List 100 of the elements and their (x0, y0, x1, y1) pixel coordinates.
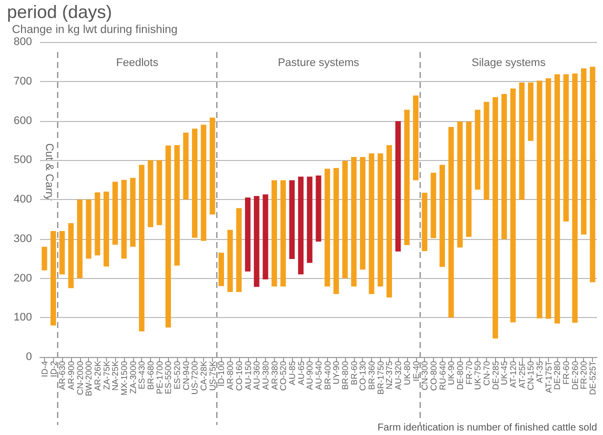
bar (404, 110, 410, 246)
y-tick-label: 400 (14, 194, 32, 206)
x-tick-label: CA-28K (198, 360, 209, 391)
x-tick-label: AU-540 (314, 360, 324, 390)
annotation: Pasture systems (278, 57, 360, 69)
bar (42, 246, 48, 270)
bar (333, 168, 339, 294)
bar (289, 180, 295, 259)
x-tick-label: US-75K (207, 360, 218, 391)
x-tick-label: UY-90 (331, 360, 342, 384)
x-tick-label: DE-800 (454, 360, 465, 390)
y-tick-label: 100 (14, 312, 32, 324)
bar (200, 124, 206, 241)
x-tick-label: ZA-3000 (128, 360, 138, 394)
x-tick-label: DE-525T (588, 361, 598, 396)
bar (280, 180, 286, 287)
y-tick-label: 300 (14, 232, 32, 245)
x-tick-label: AR-630 (57, 360, 68, 390)
x-tick-label: FR-70 (464, 360, 474, 385)
x-tick-label: AT-120 (508, 360, 518, 388)
bar (130, 178, 136, 247)
bar (245, 198, 251, 272)
x-tick-label: IE-40 (410, 360, 421, 382)
bar (395, 121, 401, 252)
x-tick-label: BR-60 (348, 360, 359, 386)
bar (50, 231, 56, 326)
x-tick-label: MX-1500 (118, 360, 129, 396)
x-tick-label: FR-200 (578, 360, 589, 390)
x-tick-label: BR-1750 (375, 360, 386, 395)
x-tick-label: BR-680 (146, 360, 156, 390)
bar (218, 252, 224, 286)
y-tick-label: 600 (14, 114, 32, 127)
bar (466, 122, 472, 237)
x-tick-label: FR-60 (561, 360, 572, 385)
x-tick-label: ID-4 (39, 360, 50, 378)
bar (590, 66, 596, 282)
x-tick-label: UK-90 (446, 360, 456, 386)
x-tick-label: CN-2000 (74, 360, 85, 396)
x-tick-label: AU-380 (260, 360, 270, 390)
x-tick-label: NA-25K (110, 360, 120, 391)
bar (519, 82, 525, 200)
bar (430, 172, 436, 238)
x-tick-label: AT-175T (543, 361, 554, 393)
y-tick-label: 200 (14, 272, 32, 284)
bar (94, 192, 100, 256)
bar (378, 153, 384, 287)
x-tick-label: ES-520 (172, 360, 182, 390)
bar (262, 194, 268, 280)
x-tick-label: CN-150 (526, 360, 536, 390)
bar (510, 88, 516, 322)
x-tick-label: AT-35 (534, 360, 545, 384)
x-tick-label: DE-280 (552, 360, 562, 390)
x-tick-label: AU-85 (286, 360, 297, 386)
bar (86, 200, 92, 259)
bar (386, 145, 392, 298)
bar (342, 160, 348, 278)
bar (298, 176, 304, 274)
x-tick-label: DE-260 (570, 360, 580, 390)
x-tick-label: ES-5500 (163, 360, 174, 394)
bar (351, 156, 357, 287)
y-tick-label: 0 (26, 351, 32, 363)
bar (413, 96, 418, 180)
bar (148, 160, 154, 228)
x-tick-label: AU-360 (252, 360, 262, 390)
bar (104, 192, 110, 266)
x-tick-label: AU-150 (242, 360, 253, 390)
x-tick-label: BR-800 (340, 360, 350, 390)
y-tick-label: 800 (14, 36, 32, 48)
bar (68, 223, 74, 288)
x-tick-label: NZ-375 (384, 360, 394, 390)
bar (121, 180, 127, 259)
bar (546, 78, 552, 319)
chart-title: period (days) (7, 2, 112, 22)
x-tick-label: BW-2000 (84, 360, 94, 396)
x-tick-label: CN-940 (180, 360, 191, 390)
bar (536, 80, 542, 318)
x-tick-label: AT-25F (516, 361, 527, 388)
bar (474, 110, 480, 190)
x-tick-label: CN-300 (420, 360, 430, 390)
x-tick-label: AR-900 (66, 360, 76, 390)
x-tick-label: PE-1700 (154, 360, 164, 394)
bar (156, 160, 162, 226)
y-axis-title: Change in kg lwt during finishing (12, 24, 178, 36)
x-tick-label: ID-2 (48, 360, 58, 378)
bar (440, 164, 446, 267)
bar (138, 164, 144, 332)
bar (316, 175, 322, 242)
x-tick-label: ZA-75K (101, 360, 112, 390)
bar (572, 74, 578, 323)
bar (554, 74, 560, 324)
bar (227, 230, 233, 292)
bar (165, 146, 171, 328)
x-tick-label: ID-100 (216, 360, 226, 387)
bar (324, 168, 330, 287)
x-tick-label: US-7200 (190, 360, 200, 395)
x-tick-label: AR-26K (92, 360, 102, 391)
annotation: Cut & Carry (42, 143, 55, 202)
x-tick-label: CO-130 (358, 360, 368, 391)
bar (192, 128, 198, 238)
bar (484, 102, 490, 200)
